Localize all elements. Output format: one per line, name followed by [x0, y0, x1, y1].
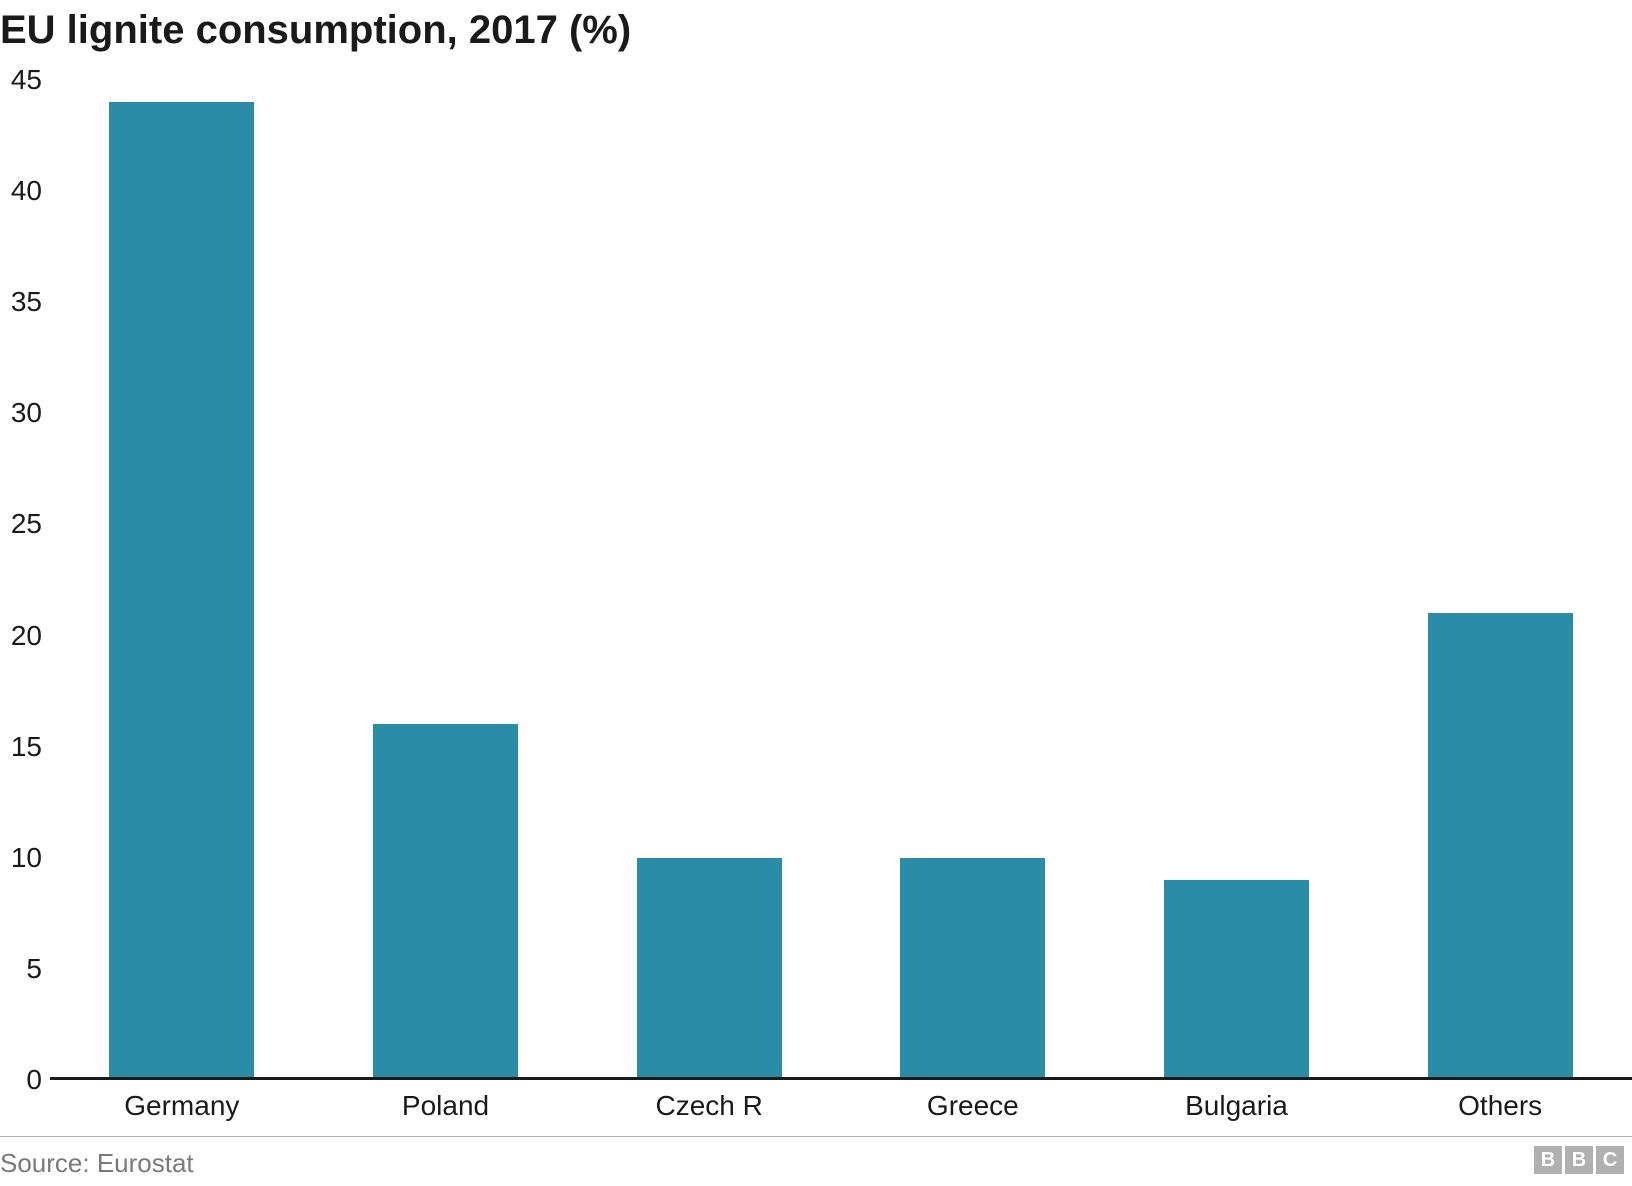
chart-title: EU lignite consumption, 2017 (%) — [0, 8, 631, 53]
y-tick-label: 20 — [11, 620, 42, 652]
y-tick-label: 10 — [11, 842, 42, 874]
x-tick-label: Poland — [402, 1090, 489, 1122]
plot-area: 051015202530354045 — [50, 80, 1632, 1080]
logo-block: B — [1534, 1146, 1562, 1174]
x-tick-label: Czech R — [655, 1090, 762, 1122]
x-tick-label: Germany — [124, 1090, 239, 1122]
logo-block: B — [1565, 1146, 1593, 1174]
y-tick-label: 35 — [11, 286, 42, 318]
bar — [1164, 880, 1309, 1080]
x-axis-baseline — [50, 1077, 1632, 1080]
x-axis-labels: Germany Poland Czech R Greece Bulgaria Others — [50, 1090, 1632, 1130]
chart-container: EU lignite consumption, 2017 (%) 0510152… — [0, 0, 1632, 1186]
logo-block: C — [1596, 1146, 1624, 1174]
bar — [109, 102, 254, 1080]
y-tick-label: 15 — [11, 731, 42, 763]
bar — [1428, 613, 1573, 1080]
y-tick-label: 30 — [11, 397, 42, 429]
bars-group — [50, 80, 1632, 1080]
y-tick-label: 40 — [11, 175, 42, 207]
x-tick-label: Bulgaria — [1185, 1090, 1288, 1122]
y-axis: 051015202530354045 — [0, 80, 50, 1080]
x-tick-label: Others — [1458, 1090, 1542, 1122]
source-label: Source: Eurostat — [0, 1148, 194, 1179]
bar — [900, 858, 1045, 1080]
x-tick-label: Greece — [927, 1090, 1019, 1122]
y-tick-label: 0 — [26, 1064, 42, 1096]
y-tick-label: 25 — [11, 508, 42, 540]
bar — [373, 724, 518, 1080]
bbc-logo: BBC — [1534, 1146, 1624, 1174]
footer-divider — [0, 1136, 1632, 1137]
y-tick-label: 45 — [11, 64, 42, 96]
y-tick-label: 5 — [26, 953, 42, 985]
bar — [637, 858, 782, 1080]
